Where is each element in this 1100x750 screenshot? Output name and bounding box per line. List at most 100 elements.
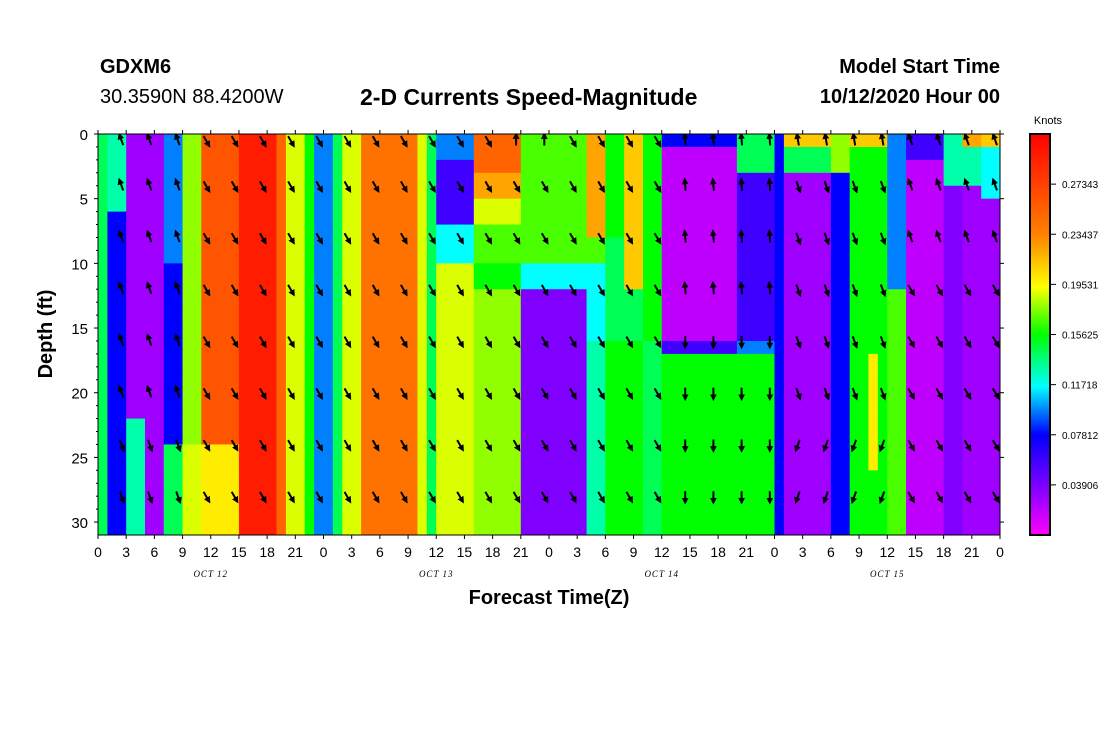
heatmap-cell [530,405,541,420]
heatmap-cell [727,224,738,239]
heatmap-cell [154,431,165,446]
heatmap-cell [276,328,287,342]
heatmap-cell [304,496,315,510]
heatmap-cell [859,185,870,200]
heatmap-cell [473,444,484,458]
heatmap-cell [990,431,1000,446]
heatmap-cell [408,159,419,174]
current-vector-layer [117,134,1000,505]
heatmap-cell [934,353,945,368]
heatmap-cell [539,405,550,420]
heatmap-cell [812,392,823,407]
heatmap-cell [887,315,898,329]
heatmap-cell [257,431,268,446]
heatmap-cell [971,315,982,329]
current-arrow [456,491,464,504]
heatmap-cell [812,509,823,523]
heatmap-cell [492,496,503,510]
current-arrow [456,336,464,349]
heatmap-cell [830,366,841,381]
current-arrow [597,135,605,148]
heatmap-cell [455,418,466,433]
heatmap-cell [107,224,118,239]
heatmap-cell [671,315,682,329]
x-tick-label: 3 [348,544,356,560]
heatmap-cell [370,431,381,446]
heatmap-cell [285,366,296,381]
heatmap-cell [671,444,682,458]
current-arrow [484,439,493,452]
heatmap-cell [812,353,823,368]
heatmap-cell [267,405,278,420]
current-arrow [766,177,774,191]
heatmap-cell [595,405,606,420]
heatmap-cell [267,418,278,433]
heatmap-cell [830,276,841,290]
heatmap-cell [267,315,278,329]
heatmap-cell [595,509,606,523]
heatmap-cell [953,250,964,264]
heatmap-cell [342,457,353,471]
heatmap-cell [314,379,325,394]
heatmap-cell [802,405,813,420]
heatmap-cell [323,276,334,290]
heatmap-cell [473,522,484,535]
heatmap-cell [455,263,466,277]
heatmap-cell [915,328,926,342]
heatmap-cell [182,496,193,510]
heatmap-cell [502,276,513,290]
heatmap-cell [445,185,456,200]
heatmap-cell [483,211,494,226]
heatmap-cell [567,146,578,161]
heatmap-cell [126,470,137,484]
heatmap-cell [445,457,456,471]
current-arrow [230,232,239,245]
heatmap-cell [736,146,747,161]
heatmap-cell [473,250,484,264]
heatmap-cell [408,198,419,213]
heatmap-cell [295,509,306,523]
heatmap-cell [953,198,964,213]
current-arrow [259,491,267,504]
heatmap-cell [943,509,954,523]
heatmap-cell [389,340,400,355]
heatmap-cell [736,159,747,174]
heatmap-cell [285,379,296,394]
heatmap-cell [877,470,888,484]
heatmap-cell [859,496,870,510]
heatmap-cell [906,366,917,381]
heatmap-cell [361,457,372,471]
heatmap-cell [727,353,738,368]
heatmap-cell [417,315,428,329]
current-arrow [935,336,944,349]
heatmap-cell [417,405,428,420]
heatmap-cell [708,289,719,303]
heatmap-cell [849,457,860,471]
heatmap-cell [765,483,776,497]
heatmap-cell [445,198,456,213]
heatmap-cell [877,405,888,420]
heatmap-cell [755,444,766,458]
heatmap-cell [210,353,221,368]
heatmap-cell [906,185,917,200]
heatmap-cell [577,405,588,420]
heatmap-cell [248,470,259,484]
heatmap-cell [577,522,588,535]
current-arrow [907,336,915,349]
heatmap-cell [417,353,428,368]
heatmap-cell [389,224,400,239]
current-arrow [202,336,211,349]
heatmap-cell [144,405,155,420]
heatmap-cell [520,172,531,187]
colorbar-tick-label: 0.23437 [1062,230,1099,241]
heatmap-cell [473,483,484,497]
heatmap-cell [812,470,823,484]
heatmap-cell [699,263,710,277]
heatmap-cell [953,185,964,200]
heatmap-cell [558,289,569,303]
heatmap-cell [558,522,569,535]
current-arrow [935,177,942,191]
heatmap-cell [220,509,231,523]
x-tick-label: 18 [485,544,501,560]
heatmap-cell [483,146,494,161]
